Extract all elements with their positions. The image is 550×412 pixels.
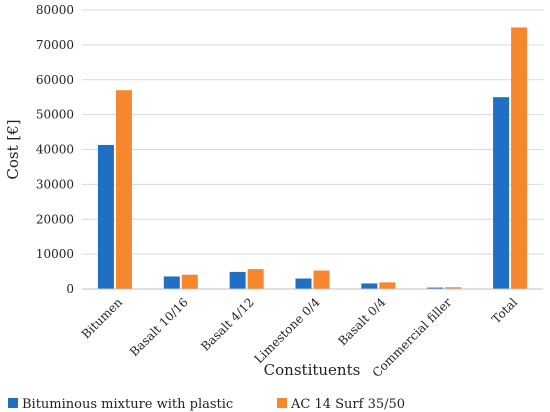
y-tick-label: 10000 [36, 247, 74, 261]
y-axis-ticks: 0 10000 20000 30000 40000 50000 60000 70000 8000… [36, 3, 74, 296]
y-tick-label: 0 [66, 282, 74, 296]
bar-plastic [163, 276, 180, 289]
y-tick-label: 50000 [36, 108, 74, 122]
bar-ac14 [247, 269, 264, 289]
legend-swatch [277, 398, 287, 408]
bar-ac14 [115, 90, 132, 290]
x-axis-title: Constituents [264, 361, 361, 379]
y-tick-label: 80000 [36, 3, 74, 17]
bar-plastic [427, 287, 444, 289]
bar-ac14 [511, 27, 528, 289]
x-tick-label: Basalt 10/16 [127, 295, 191, 359]
legend-label: AC 14 Surf 35/50 [290, 397, 405, 412]
gridlines [82, 9, 543, 255]
x-tick-label: Limestone 0/4 [252, 295, 323, 366]
legend-swatch [8, 398, 18, 408]
bar-plastic [361, 283, 378, 289]
bar-ac14 [313, 270, 330, 289]
y-tick-label: 30000 [36, 177, 74, 191]
y-axis-title: Cost [€] [4, 119, 22, 179]
y-tick-label: 40000 [36, 143, 74, 157]
bar-ac14 [379, 282, 396, 289]
bar-ac14 [445, 287, 462, 289]
bar-plastic [295, 278, 312, 289]
y-tick-label: 20000 [36, 212, 74, 226]
bar-plastic [97, 144, 114, 289]
x-tick-label: Bitumen [79, 295, 125, 341]
bar-plastic [229, 271, 246, 289]
y-tick-label: 60000 [36, 73, 74, 87]
legend: Bituminous mixture with plastic AC 14 Sur… [8, 397, 405, 412]
y-tick-label: 70000 [36, 38, 74, 52]
legend-label: Bituminous mixture with plastic [22, 397, 233, 412]
bar-ac14 [181, 274, 198, 289]
x-tick-label: Basalt 0/4 [335, 295, 388, 348]
x-tick-label: Basalt 4/12 [198, 295, 256, 353]
bar-plastic [493, 97, 510, 289]
bars [97, 27, 528, 290]
x-tick-label: Total [489, 295, 520, 326]
